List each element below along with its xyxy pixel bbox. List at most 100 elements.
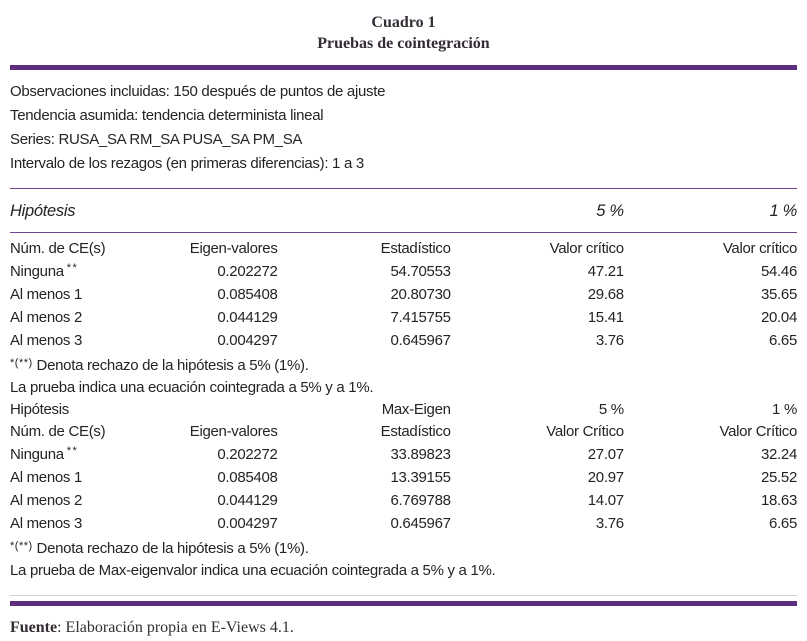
maxeigen-header-cv5: Valor Crítico [546,423,624,440]
maxeigen-sig-1pct: 1 % [772,401,797,418]
maxeigen-header-stat: Estadístico [380,423,451,440]
trace-header-eigen: Eigen-valores [189,240,278,257]
spec-info: Observaciones incluidas: 150 después de … [10,80,797,176]
row-label: Ninguna ** [10,260,175,283]
trace-sig-5pct: 5 % [450,188,624,233]
statistic-cell: 6.769788 [390,491,451,509]
significance-stars [82,331,85,343]
significance-stars [82,514,85,526]
bottom-rule [10,600,797,606]
top-rule [10,65,797,70]
trace-note: *(**) Denota rechazo de la hipótesis a 5… [10,352,797,377]
maxeigen-hypothesis-label: Hipótesis [10,401,69,418]
eigenvalue-cell: 0.085408 [217,468,278,486]
cv1-cell: 25.52 [760,468,797,486]
eigenvalue-cell: 0.004297 [217,331,278,349]
info-series: Series: RUSA_SA RM_SA PUSA_SA PM_SA [10,131,303,148]
maxeigen-label: Max-Eigen [381,401,451,418]
maxeigen-test-table: Hipótesis Max-Eigen 5 % 1 % Núm. de CE(s… [10,399,797,535]
significance-stars [82,308,85,320]
table-row: Al menos 2 0.044129 7.415755 15.41 20.04 [10,306,797,329]
maxeigen-header-row: Núm. de CE(s) Eigen-valores Estadístico … [10,421,797,443]
cv1-cell: 6.65 [769,514,797,532]
eigenvalue-cell: 0.202272 [217,445,278,463]
row-label-text: Al menos 2 [10,309,83,326]
cv1-cell: 32.24 [760,445,797,463]
cv5-cell: 27.07 [587,445,624,463]
cv5-cell: 14.07 [587,491,624,509]
table-row: Al menos 2 0.044129 6.769788 14.07 18.63 [10,489,797,512]
source-line: Fuente: Elaboración propia en E-Views 4.… [10,619,797,637]
trace-header-row: Núm. de CE(s) Eigen-valores Estadístico … [10,233,797,260]
maxeigen-header-ce: Núm. de CE(s) [10,423,106,440]
row-label: Al menos 1 [10,283,175,306]
eigenvalue-cell: 0.044129 [217,491,278,509]
statistic-cell: 0.645967 [390,514,451,532]
row-label: Al menos 3 [10,329,175,352]
trace-header-stat: Estadístico [380,240,451,257]
row-label: Al menos 1 [10,466,175,489]
maxeigen-header-eigen: Eigen-valores [189,423,278,440]
cv5-cell: 15.41 [587,308,624,326]
eigenvalue-cell: 0.085408 [217,285,278,303]
table-row: Al menos 1 0.085408 13.39155 20.97 25.52 [10,466,797,489]
row-label: Al menos 3 [10,512,175,535]
note-marker: *(**) [10,539,33,552]
significance-stars [82,468,85,480]
statistic-cell: 33.89823 [390,445,451,463]
row-label-text: Ninguna [10,446,64,463]
note-text: Denota rechazo de la hipótesis a 5% (1%)… [32,539,309,557]
eigenvalue-cell: 0.044129 [217,308,278,326]
trace-header-cv5: Valor crítico [549,240,624,257]
row-label-text: Al menos 1 [10,469,83,486]
cv1-cell: 54.46 [760,262,797,280]
statistic-cell: 13.39155 [390,468,451,486]
empty-cell [175,399,277,421]
trace-hypothesis-label: Hipótesis [10,188,451,233]
statistic-cell: 0.645967 [390,331,451,349]
info-observations: Observaciones incluidas: 150 después de … [10,83,386,100]
table-row: Al menos 3 0.004297 0.645967 3.76 6.65 [10,512,797,535]
faint-rule [10,594,797,596]
table-row: Ninguna ** 0.202272 54.70553 47.21 54.46 [10,260,797,283]
table-row: Al menos 3 0.004297 0.645967 3.76 6.65 [10,329,797,352]
row-label-text: Al menos 2 [10,492,83,509]
trace-hypothesis-row: Hipótesis 5 % 1 % [10,188,797,233]
trace-conclusion: La prueba indica una ecuación cointegrad… [10,378,374,396]
table-title: Cuadro 1 Pruebas de cointegración [10,12,797,54]
row-label-text: Al menos 3 [10,515,83,532]
table-caption: Pruebas de cointegración [317,35,490,52]
row-label: Al menos 2 [10,489,175,512]
statistic-cell: 54.70553 [390,262,451,280]
cv5-cell: 47.21 [587,262,624,280]
eigenvalue-cell: 0.202272 [217,262,278,280]
statistic-cell: 20.80730 [390,285,451,303]
cv1-cell: 6.65 [769,331,797,349]
row-label-text: Ninguna [10,263,64,280]
significance-stars [82,285,85,297]
table-number: Cuadro 1 [371,14,436,31]
note-text: Denota rechazo de la hipótesis a 5% (1%)… [32,356,309,374]
maxeigen-conclusion: La prueba de Max-eigenvalor indica una e… [10,561,496,579]
row-label: Ninguna ** [10,443,175,466]
cv5-cell: 3.76 [595,331,624,349]
source-label: Fuente [10,618,58,636]
row-label: Al menos 2 [10,306,175,329]
significance-stars: ** [66,445,79,457]
cv5-cell: 3.76 [595,514,624,532]
info-trend: Tendencia asumida: tendencia determinist… [10,107,324,124]
cv5-cell: 29.68 [587,285,624,303]
maxeigen-header-cv1: Valor Crítico [719,423,797,440]
significance-stars: ** [66,262,79,274]
trace-header-cv1: Valor crítico [722,240,797,257]
note-marker: *(**) [10,356,33,369]
cv1-cell: 35.65 [760,285,797,303]
trace-sig-1pct: 1 % [623,188,797,233]
trace-test-table: Hipótesis 5 % 1 % Núm. de CE(s) Eigen-va… [10,188,797,352]
table-row: Al menos 1 0.085408 20.80730 29.68 35.65 [10,283,797,306]
table-row: Ninguna ** 0.202272 33.89823 27.07 32.24 [10,443,797,466]
significance-stars [82,491,85,503]
maxeigen-sig-5pct: 5 % [598,401,624,418]
maxeigen-note: *(**) Denota rechazo de la hipótesis a 5… [10,535,797,560]
statistic-cell: 7.415755 [390,308,451,326]
